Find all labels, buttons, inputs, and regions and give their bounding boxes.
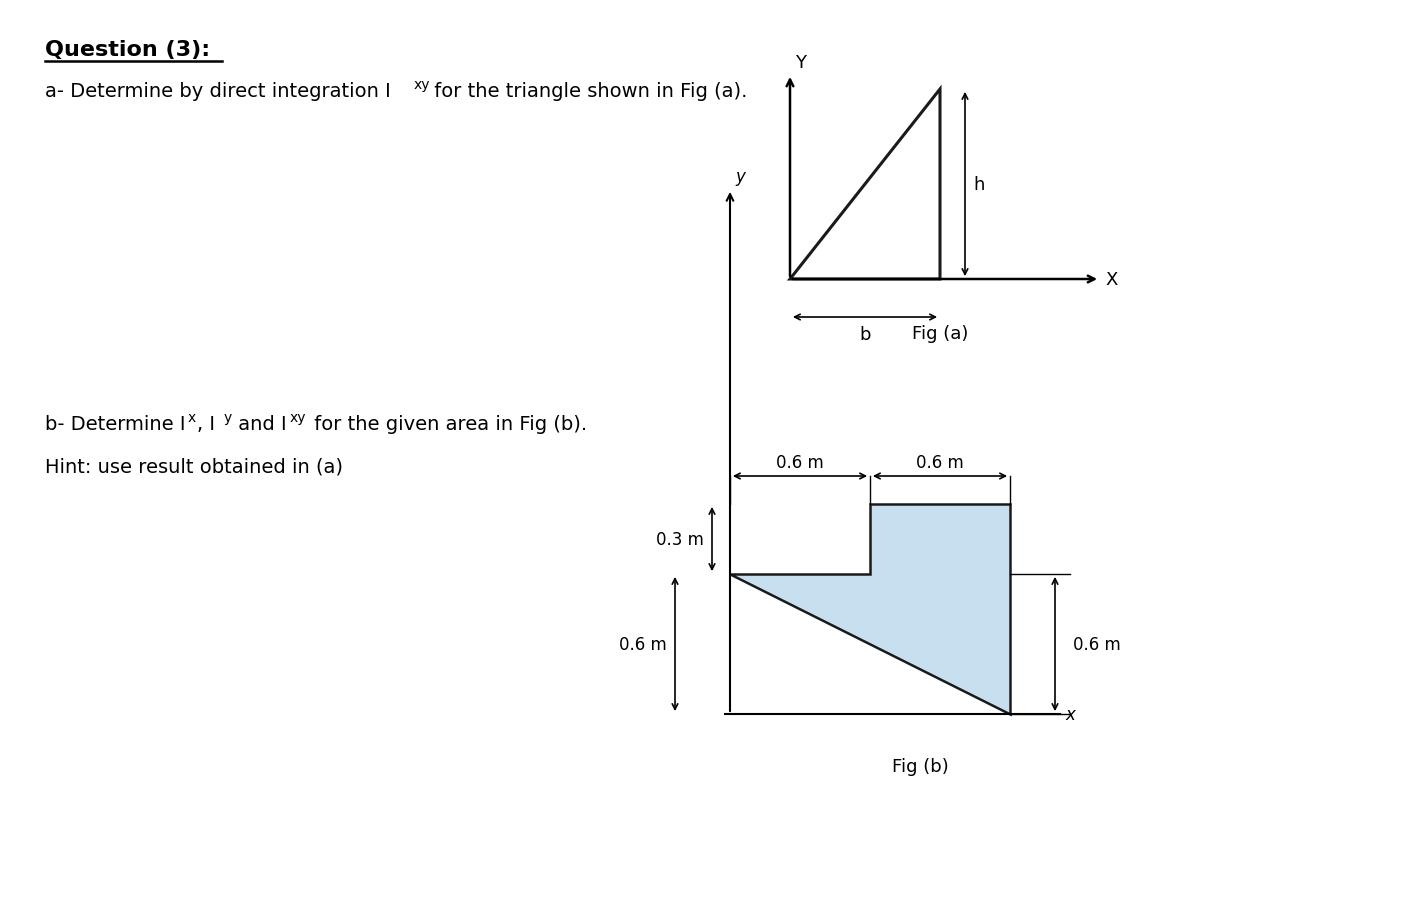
Text: xy: xy	[413, 78, 430, 92]
Text: b: b	[860, 325, 871, 344]
Text: 0.6 m: 0.6 m	[619, 635, 667, 653]
Text: for the given area in Fig (b).: for the given area in Fig (b).	[309, 414, 588, 434]
Text: 0.6 m: 0.6 m	[1073, 635, 1120, 653]
Text: h: h	[973, 176, 984, 194]
Text: x: x	[188, 411, 197, 425]
Text: , I: , I	[197, 414, 215, 434]
Text: Fig (a): Fig (a)	[912, 324, 969, 343]
Text: xy: xy	[290, 411, 306, 425]
Text: X: X	[1104, 271, 1117, 289]
Text: 0.6 m: 0.6 m	[916, 453, 964, 471]
Text: Hint: use result obtained in (a): Hint: use result obtained in (a)	[45, 458, 343, 476]
Polygon shape	[731, 505, 1010, 714]
Text: 0.6 m: 0.6 m	[776, 453, 824, 471]
Text: x: x	[1065, 705, 1075, 723]
Text: Y: Y	[794, 54, 806, 72]
Text: for the triangle shown in Fig (a).: for the triangle shown in Fig (a).	[428, 82, 748, 101]
Text: Fig (b): Fig (b)	[892, 757, 949, 775]
Text: Question (3):: Question (3):	[45, 40, 210, 60]
Text: and I: and I	[232, 414, 286, 434]
Text: 0.3 m: 0.3 m	[656, 530, 704, 549]
Text: y: y	[224, 411, 232, 425]
Text: a- Determine by direct integration I: a- Determine by direct integration I	[45, 82, 391, 101]
Text: b- Determine I: b- Determine I	[45, 414, 185, 434]
Text: y: y	[735, 168, 745, 186]
